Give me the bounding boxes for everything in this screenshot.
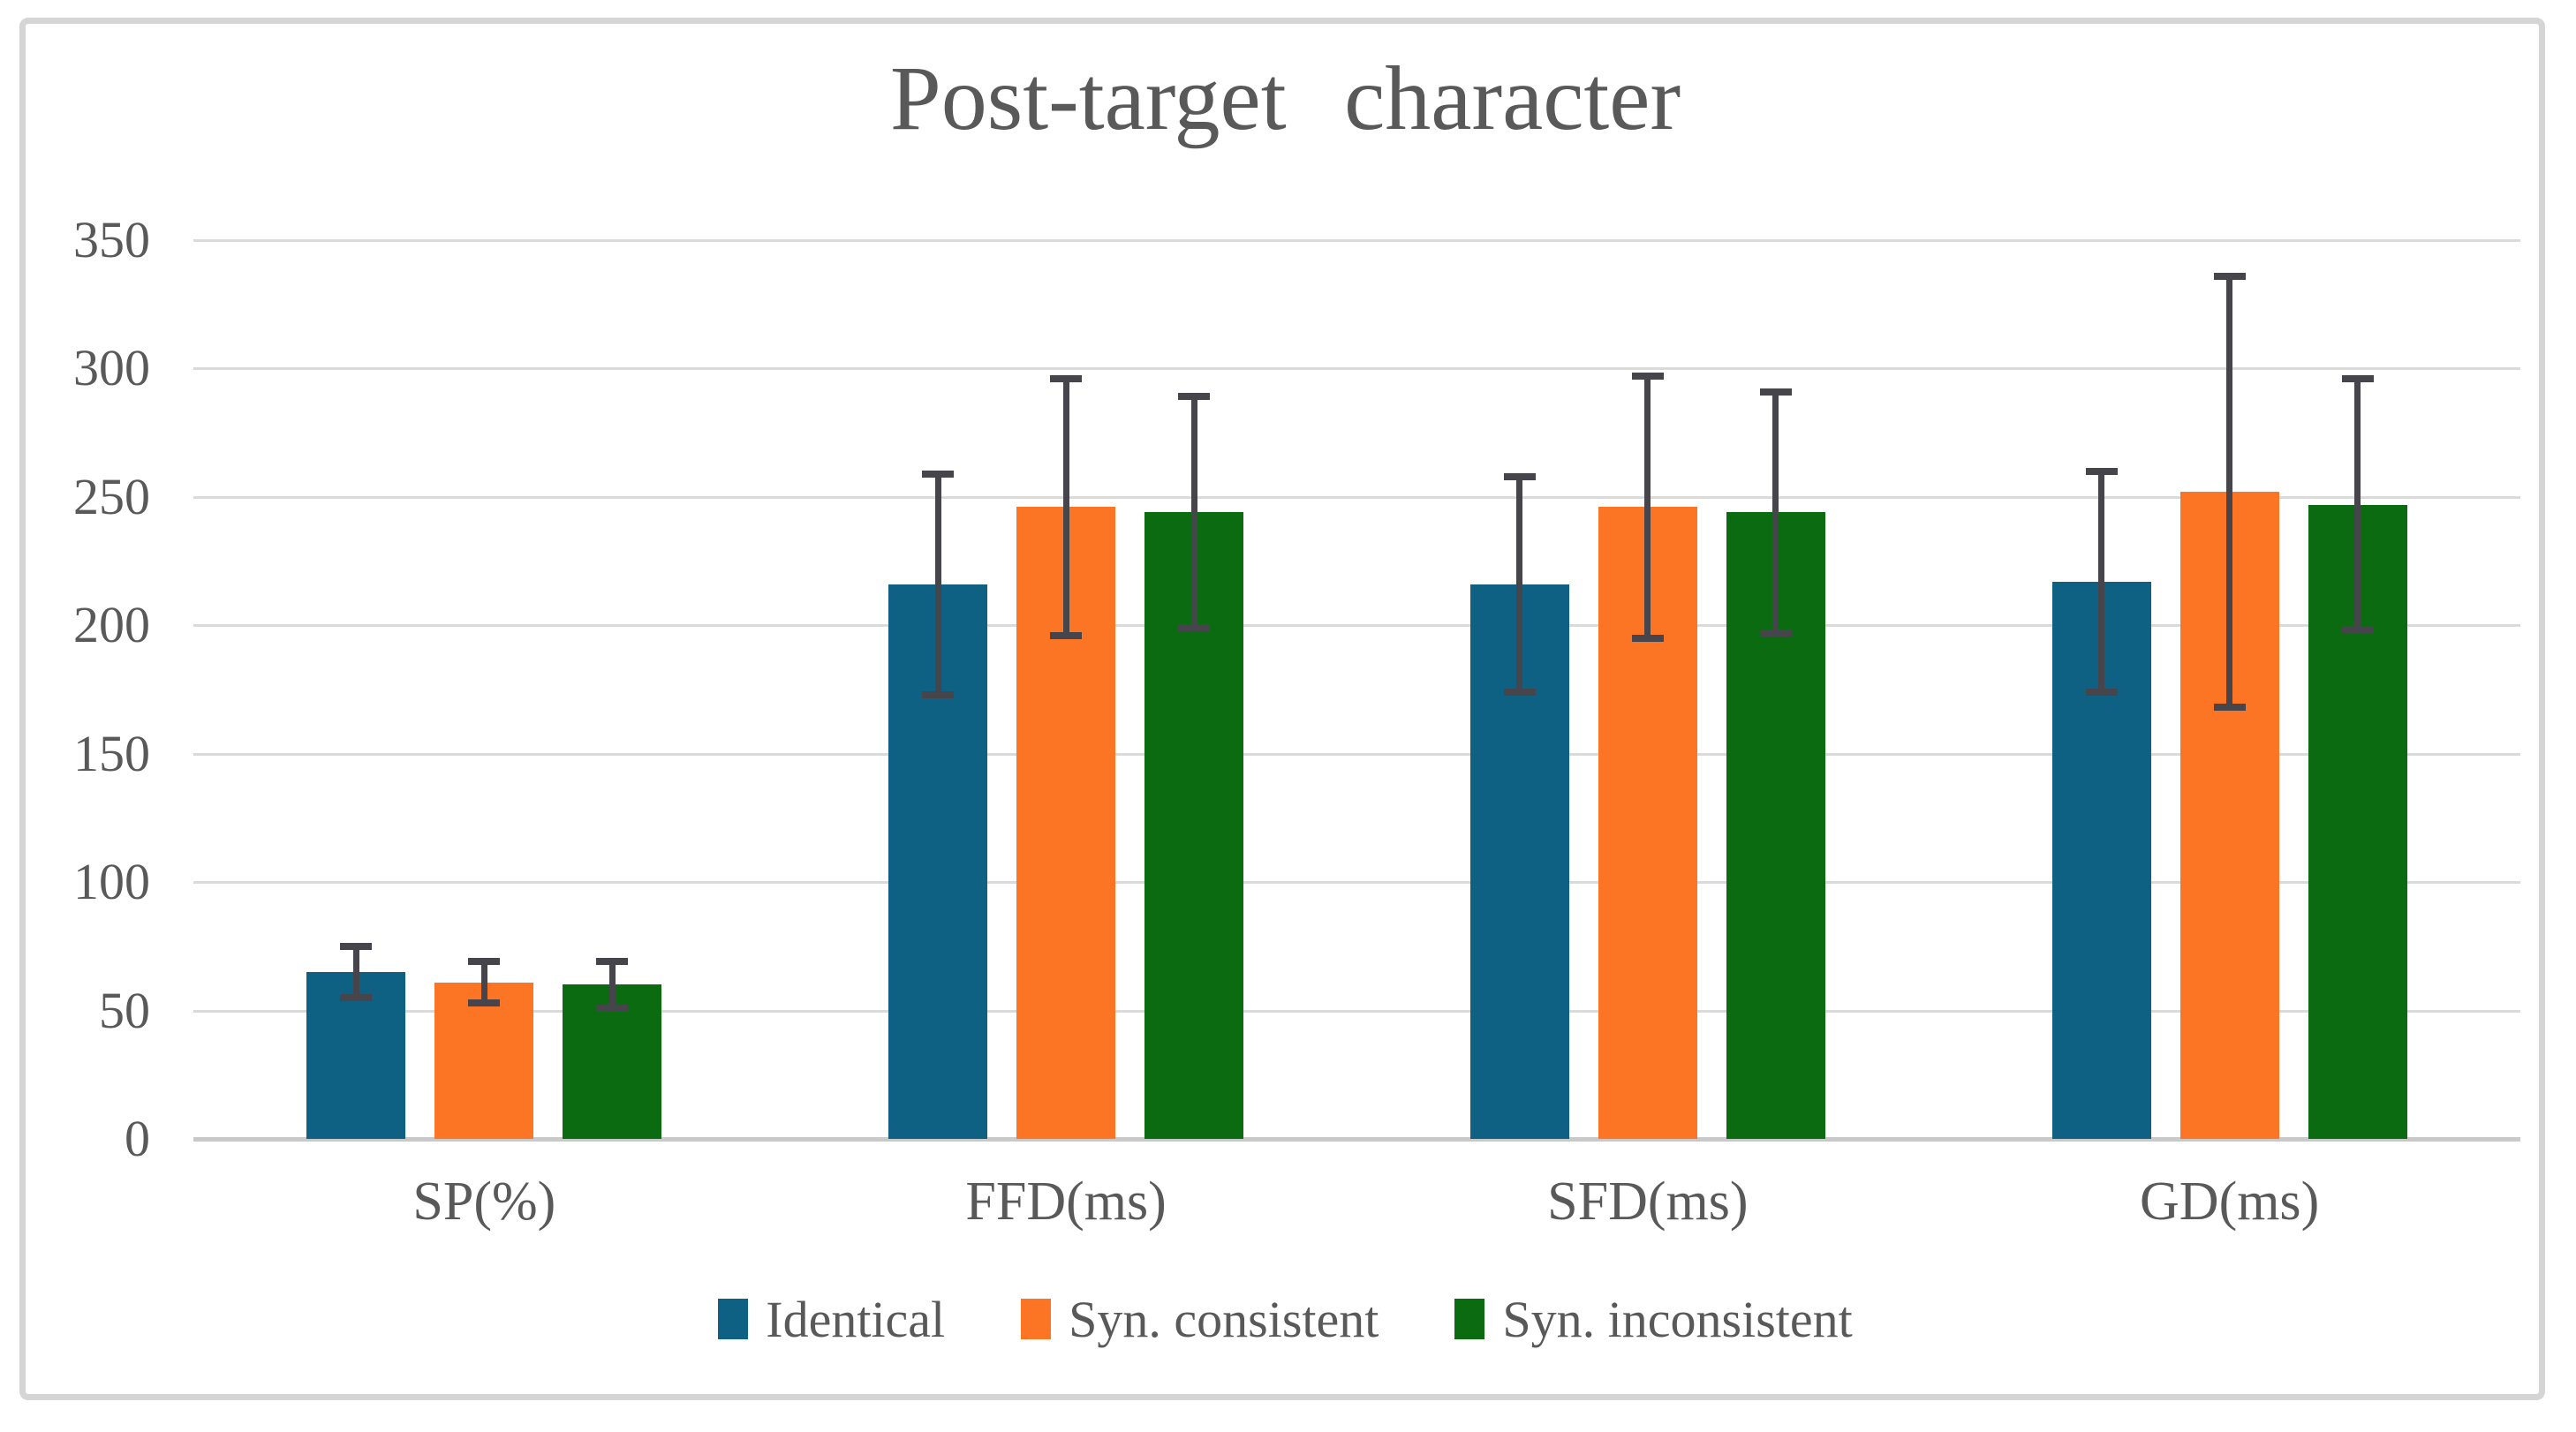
legend-swatch — [1454, 1299, 1485, 1339]
gridline — [193, 881, 2520, 885]
x-axis-line — [193, 1137, 2520, 1142]
error-bar-cap-top — [922, 470, 955, 478]
error-bar-cap-top — [340, 942, 373, 950]
legend-swatch — [718, 1299, 749, 1339]
y-tick-label: 200 — [73, 596, 150, 654]
error-bar-cap-bottom — [340, 994, 373, 1002]
error-bar-cap-bottom — [468, 999, 501, 1006]
x-category-label: GD(ms) — [2140, 1172, 2320, 1232]
error-bar-cap-top — [2085, 467, 2118, 475]
chart-title: Post-target character — [889, 48, 1681, 149]
error-bar-stem — [2226, 275, 2233, 708]
error-bar-stem — [2354, 379, 2361, 631]
error-bar-cap-bottom — [2213, 704, 2246, 712]
error-bar-cap-bottom — [2085, 688, 2118, 696]
error-bar-cap-top — [2213, 272, 2246, 280]
gridline — [193, 624, 2520, 628]
y-tick-label: 100 — [73, 853, 150, 911]
gridline — [193, 495, 2520, 499]
error-bar-cap-bottom — [1503, 688, 1536, 696]
y-tick-label: 0 — [125, 1110, 150, 1167]
x-category-label: SFD(ms) — [1547, 1172, 1749, 1232]
gridline — [193, 1009, 2520, 1013]
error-bar-stem — [2098, 471, 2105, 692]
error-bar-cap-bottom — [1178, 624, 1211, 632]
error-bar-cap-bottom — [1050, 631, 1083, 639]
legend-label: Syn. consistent — [1069, 1290, 1379, 1348]
legend-label: Identical — [766, 1290, 946, 1348]
error-bar-cap-top — [1178, 393, 1211, 401]
legend-label: Syn. inconsistent — [1502, 1290, 1853, 1348]
error-bar-stem — [1190, 396, 1197, 629]
error-bar-cap-top — [1503, 472, 1536, 480]
error-bar-stem — [1772, 391, 1779, 633]
error-bar-stem — [934, 473, 941, 695]
y-tick-label: 150 — [73, 724, 150, 782]
y-tick-label: 350 — [73, 211, 150, 268]
x-category-label: FFD(ms) — [965, 1172, 1167, 1232]
error-bar-stem — [1644, 376, 1651, 638]
error-bar-cap-bottom — [2341, 627, 2374, 635]
error-bar-cap-top — [1631, 373, 1664, 381]
error-bar-stem — [480, 961, 487, 1003]
gridline — [193, 367, 2520, 371]
error-bar-cap-bottom — [922, 690, 955, 698]
error-bar-cap-top — [596, 958, 629, 966]
gridline — [193, 239, 2520, 242]
error-bar-cap-top — [1050, 375, 1083, 383]
error-bar-stem — [608, 961, 616, 1008]
error-bar-cap-bottom — [596, 1004, 629, 1012]
error-bar-cap-top — [1759, 388, 1792, 396]
legend-item: Syn. consistent — [1021, 1290, 1379, 1349]
legend: Identical Syn. consistent Syn. inconsisten… — [26, 1278, 2544, 1360]
error-bar-cap-top — [2341, 375, 2374, 383]
error-bar-stem — [1516, 476, 1523, 692]
legend-item: Syn. inconsistent — [1454, 1290, 1853, 1349]
bar — [434, 982, 534, 1139]
error-bar-cap-bottom — [1759, 629, 1792, 637]
error-bar-cap-bottom — [1631, 634, 1664, 642]
legend-item: Identical — [718, 1290, 945, 1349]
legend-swatch — [1021, 1299, 1052, 1339]
gridline — [193, 752, 2520, 756]
y-tick-label: 250 — [73, 467, 150, 525]
error-bar-cap-top — [468, 958, 501, 966]
y-tick-label: 300 — [73, 339, 150, 397]
x-category-label: SP(%) — [412, 1172, 556, 1232]
error-bar-stem — [352, 946, 359, 998]
error-bar-stem — [1062, 379, 1069, 636]
y-tick-label: 50 — [99, 981, 150, 1039]
